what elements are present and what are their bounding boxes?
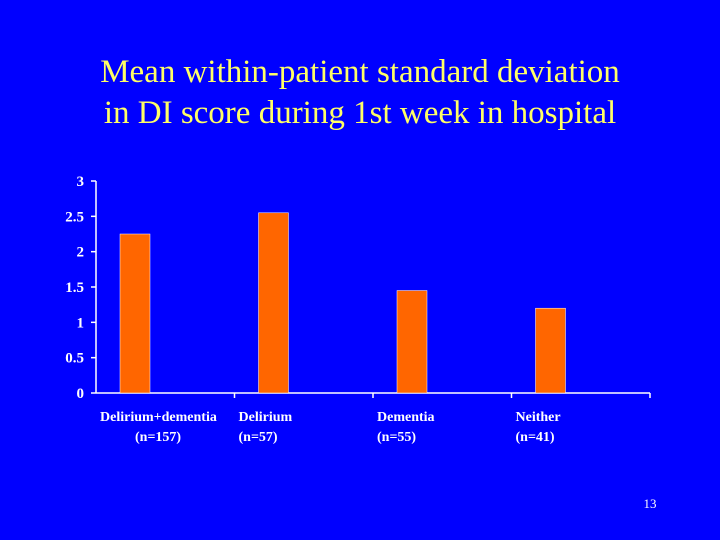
bar: [119, 233, 151, 394]
x-category-count: (n=157): [135, 430, 181, 445]
y-tick-label: 1: [77, 315, 85, 331]
y-tick-label: 2: [77, 245, 85, 261]
y-tick-label: 1.5: [65, 280, 84, 296]
title-line-2: in DI score during 1st week in hospital: [103, 95, 617, 131]
title-line-1: Mean within-patient standard deviation: [100, 54, 620, 90]
x-category-count: (n=57): [239, 430, 278, 445]
x-category-count: (n=41): [516, 430, 555, 445]
chart-axes: [91, 180, 651, 398]
chart-labels: 0 0.5 1 1.5 2 2.5 3 Delirium+dementia (n=157) Del…: [65, 174, 560, 445]
page-number: 13: [643, 496, 657, 511]
bar: [535, 307, 566, 394]
x-category-count: (n=55): [377, 430, 416, 445]
y-tick-label: 3: [77, 174, 85, 190]
x-category-label: Delirium: [239, 410, 293, 425]
y-tick-label: 0: [77, 386, 85, 402]
slide-title: Mean within-patient standard deviation i…: [0, 52, 720, 134]
x-category-label: Delirium+dementia: [100, 410, 217, 425]
x-category-label: Dementia: [377, 410, 435, 425]
x-category-label: Neither: [516, 410, 561, 425]
y-tick-label: 0.5: [65, 351, 84, 367]
y-tick-label: 2.5: [65, 209, 84, 225]
bar: [396, 290, 428, 394]
chart-bars: [119, 212, 566, 394]
bar: [258, 212, 289, 394]
